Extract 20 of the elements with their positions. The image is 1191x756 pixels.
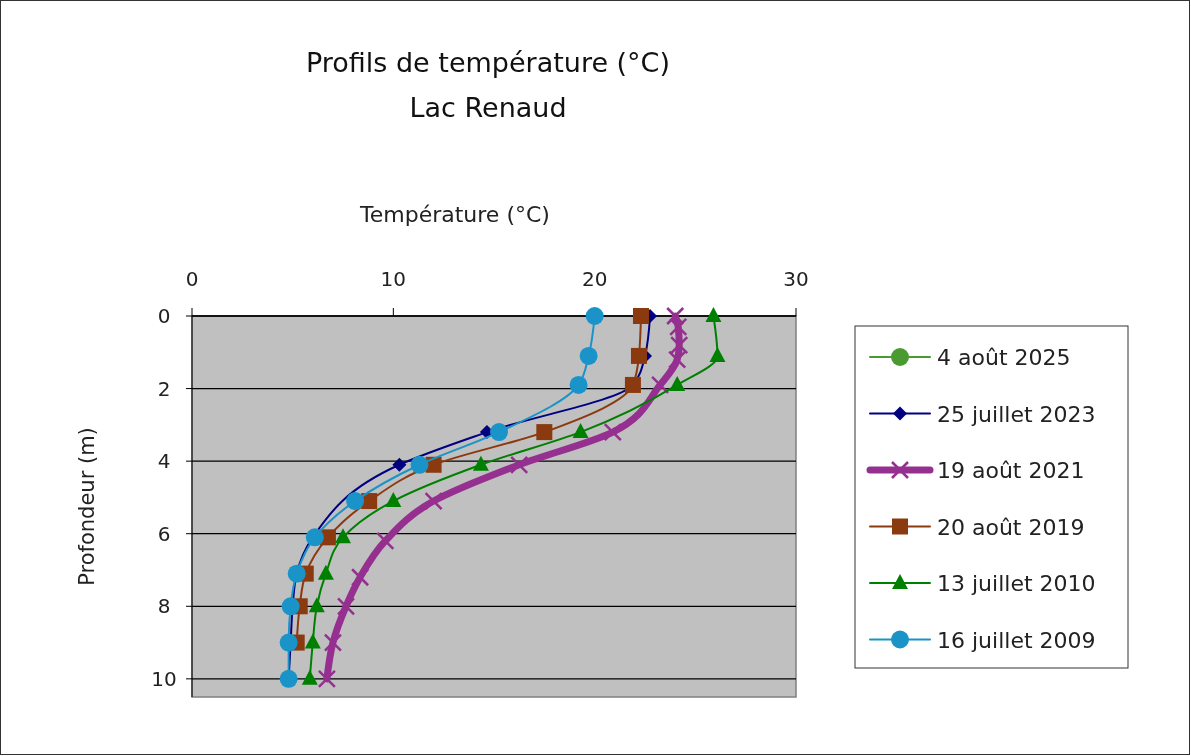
chart-subtitle: Lac Renaud — [409, 92, 567, 123]
x-axis-title: Température (°C) — [359, 202, 550, 227]
x-tick-label: 20 — [581, 267, 608, 291]
y-axis-title: Profondeur (m) — [75, 427, 99, 586]
y-tick-label: 4 — [157, 449, 171, 474]
legend-label: 19 août 2021 — [937, 458, 1085, 483]
y-tick-label: 2 — [157, 376, 171, 401]
legend-label: 25 juillet 2023 — [937, 401, 1096, 427]
y-tick-label: 10 — [151, 666, 177, 691]
legend-label: 4 août 2025 — [937, 345, 1071, 370]
y-tick-label: 6 — [157, 521, 171, 546]
legend-label: 13 juillet 2010 — [937, 571, 1096, 596]
chart-title: Profils de température (°C) — [305, 47, 671, 78]
legend-label: 16 juillet 2009 — [937, 627, 1096, 653]
y-tick-label: 8 — [157, 594, 171, 619]
y-tick-label: 0 — [157, 304, 171, 328]
legend-label: 20 août 2019 — [937, 514, 1085, 540]
x-tick-label: 10 — [380, 267, 407, 291]
x-tick-label: 0 — [185, 267, 199, 291]
x-tick-label: 30 — [783, 267, 809, 291]
